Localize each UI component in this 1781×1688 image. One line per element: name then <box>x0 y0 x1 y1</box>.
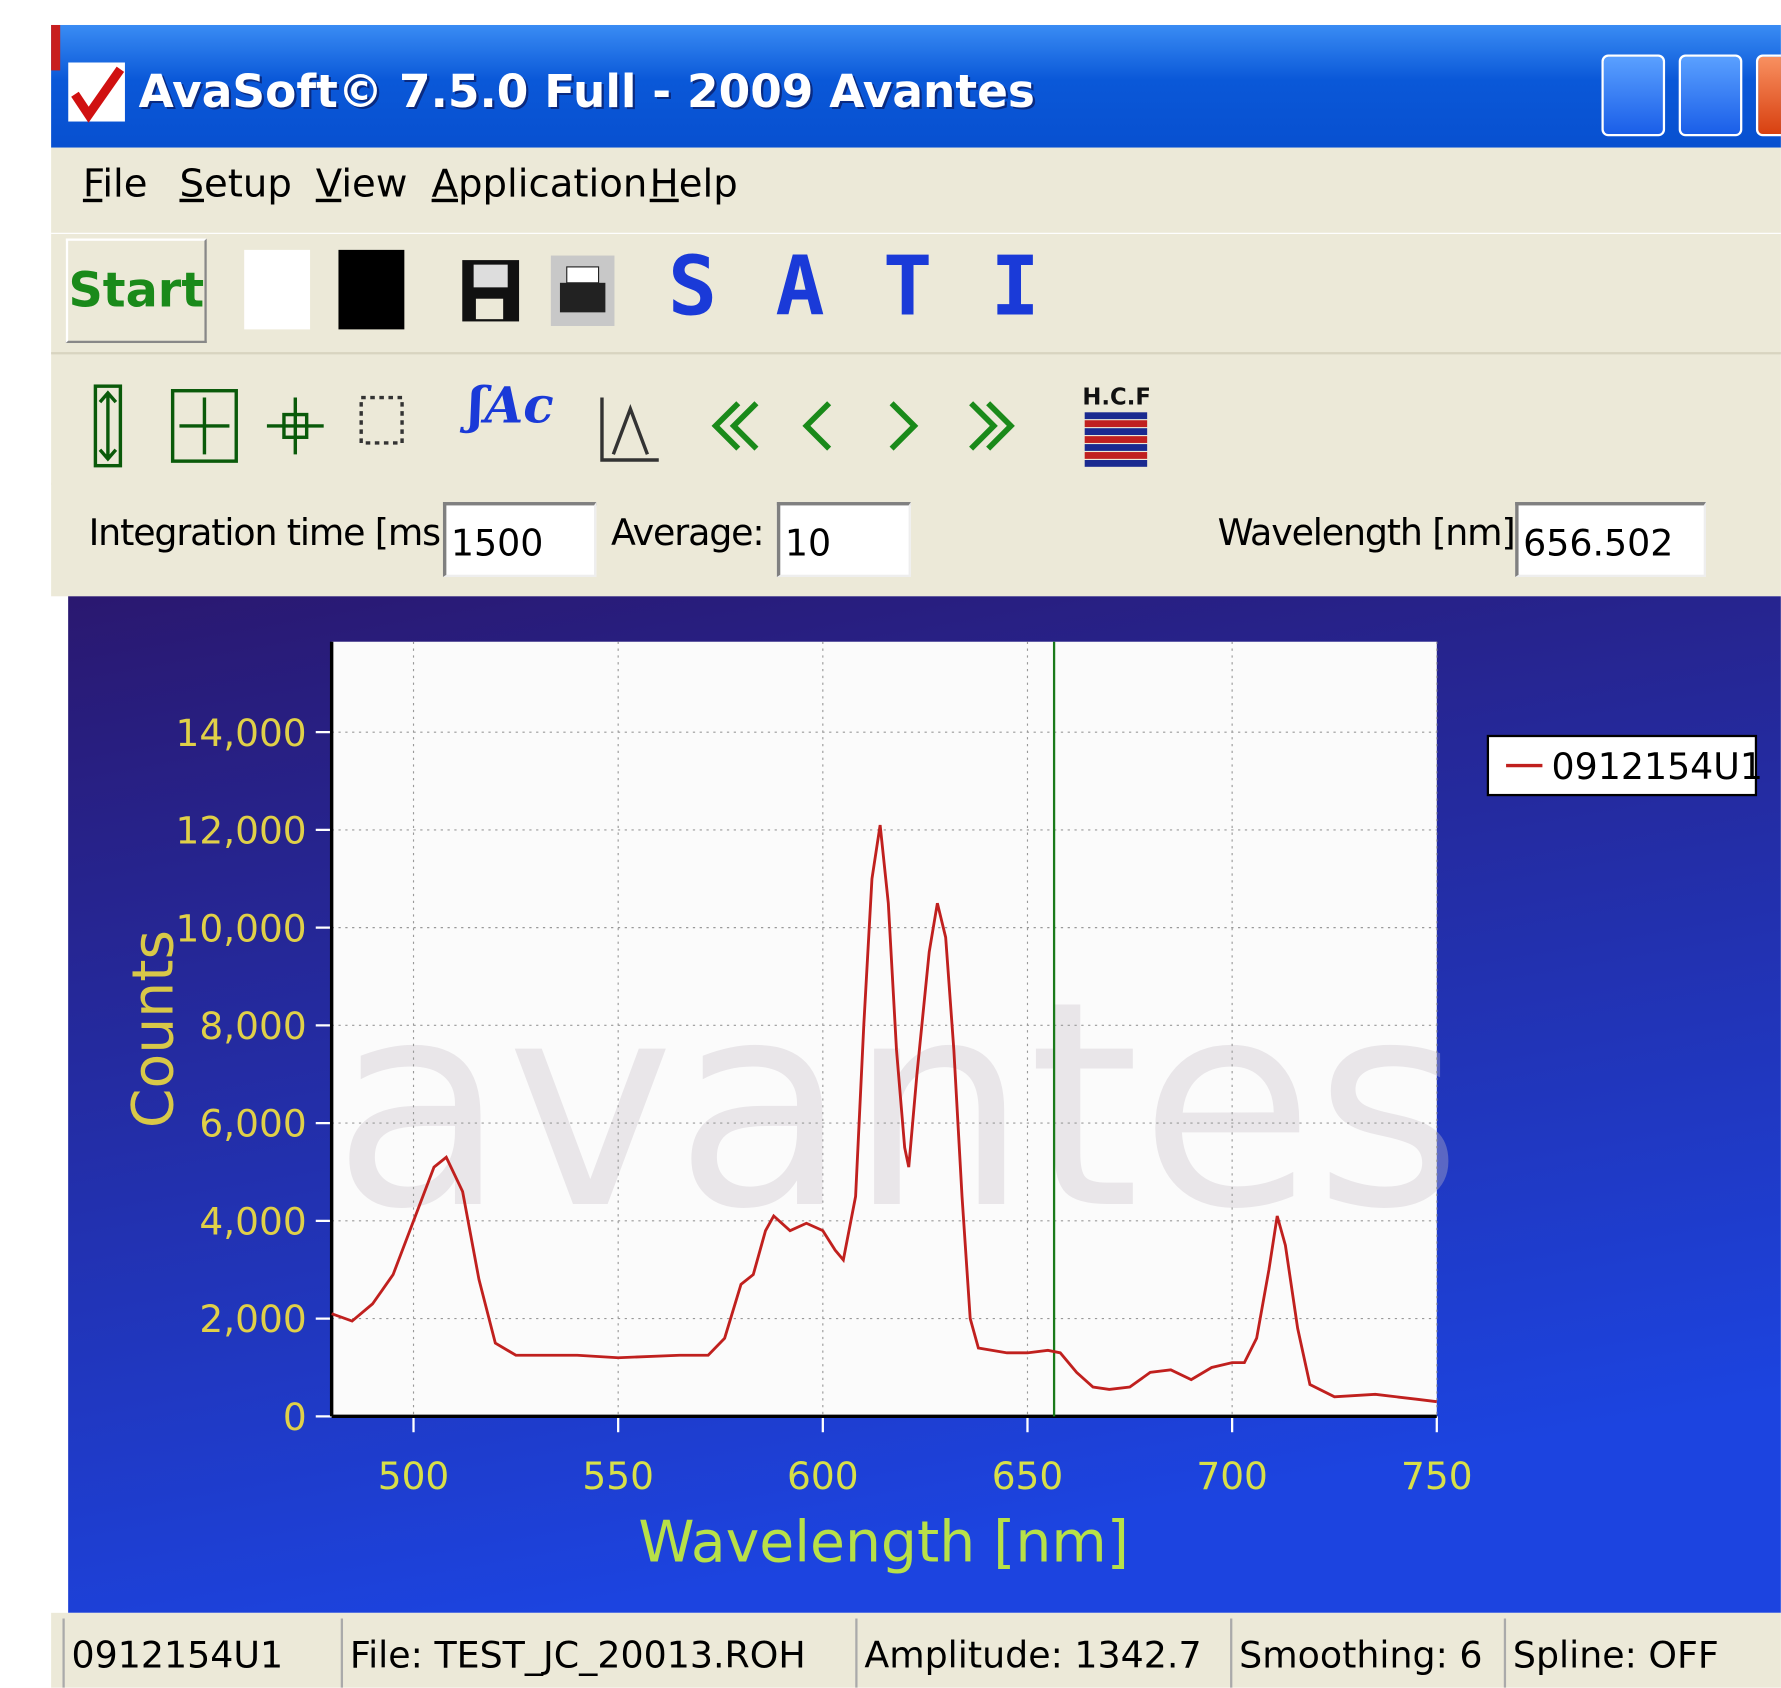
y-tick-label: 8,000 <box>199 1004 306 1048</box>
x-tick-label: 750 <box>1401 1454 1473 1498</box>
status-cell: Spline: OFF <box>1503 1618 1743 1688</box>
menu-item[interactable]: Help <box>649 161 738 207</box>
toolbar <box>51 352 1781 485</box>
x-tick-label: 550 <box>582 1454 654 1498</box>
menu-item[interactable]: File <box>82 161 148 207</box>
y-tick-label: 2,000 <box>199 1297 306 1341</box>
edge <box>51 24 61 71</box>
x-tick-label: 500 <box>378 1454 450 1498</box>
average-input[interactable]: 10 <box>776 502 911 577</box>
legend-label: 0912154U1 <box>1552 745 1764 788</box>
integration-input[interactable]: 1500 <box>442 502 597 577</box>
menu-item[interactable]: View <box>315 161 408 207</box>
wavelength-input[interactable]: 656.502 <box>1515 502 1706 577</box>
status-bar <box>51 1612 1781 1688</box>
x-tick-label: 700 <box>1196 1454 1268 1498</box>
y-axis-label: Counts <box>121 930 187 1128</box>
window-title: AvaSoft© 7.5.0 Full - 2009 Avantes <box>138 65 1035 119</box>
y-tick-label: 4,000 <box>199 1199 306 1243</box>
label: Average: <box>611 511 765 555</box>
status-cell: 0912154U1 <box>62 1618 335 1688</box>
x-axis-label: Wavelength [nm] <box>638 1510 1129 1576</box>
label: Integration time [ms]: <box>88 511 466 555</box>
x-tick-label: 650 <box>992 1454 1064 1498</box>
zoom-icons <box>93 384 1148 468</box>
hcf-button[interactable]: H.C.F <box>1082 382 1151 411</box>
watermark: avantes <box>332 940 1462 1271</box>
y-tick-label: 12,000 <box>176 809 307 853</box>
status-cell: File: TEST_JC_20013.ROH <box>340 1618 850 1688</box>
minimize-button[interactable] <box>1601 54 1666 137</box>
y-tick-label: 0 <box>283 1395 307 1439</box>
title-bar <box>51 24 1781 148</box>
y-tick-label: 10,000 <box>176 906 307 950</box>
brand: S A T I <box>667 238 1045 334</box>
file-icons <box>462 255 615 326</box>
y-tick-label: 14,000 <box>176 711 307 755</box>
x-tick-label: 600 <box>787 1454 859 1498</box>
start-button[interactable]: Start <box>65 238 207 344</box>
label: Wavelength [nm]: <box>1217 511 1527 555</box>
maximize-button[interactable] <box>1678 54 1743 137</box>
series-line <box>331 824 1437 1404</box>
menu-item[interactable]: Setup <box>179 161 292 207</box>
status-cell: Smoothing: 6 <box>1230 1618 1498 1688</box>
status-cell: Amplitude: 1342.7 <box>855 1618 1224 1688</box>
app-icon <box>68 62 125 123</box>
integral-button[interactable]: ʃAc <box>467 377 554 436</box>
black-button[interactable] <box>338 249 405 330</box>
close-button[interactable] <box>1755 54 1781 137</box>
params-bar <box>51 482 1781 597</box>
menu-item[interactable]: Application <box>431 161 648 207</box>
plot-area <box>331 641 1437 1417</box>
menu-bar <box>51 147 1781 233</box>
y-tick-label: 6,000 <box>199 1102 306 1146</box>
white-button[interactable] <box>244 249 311 330</box>
